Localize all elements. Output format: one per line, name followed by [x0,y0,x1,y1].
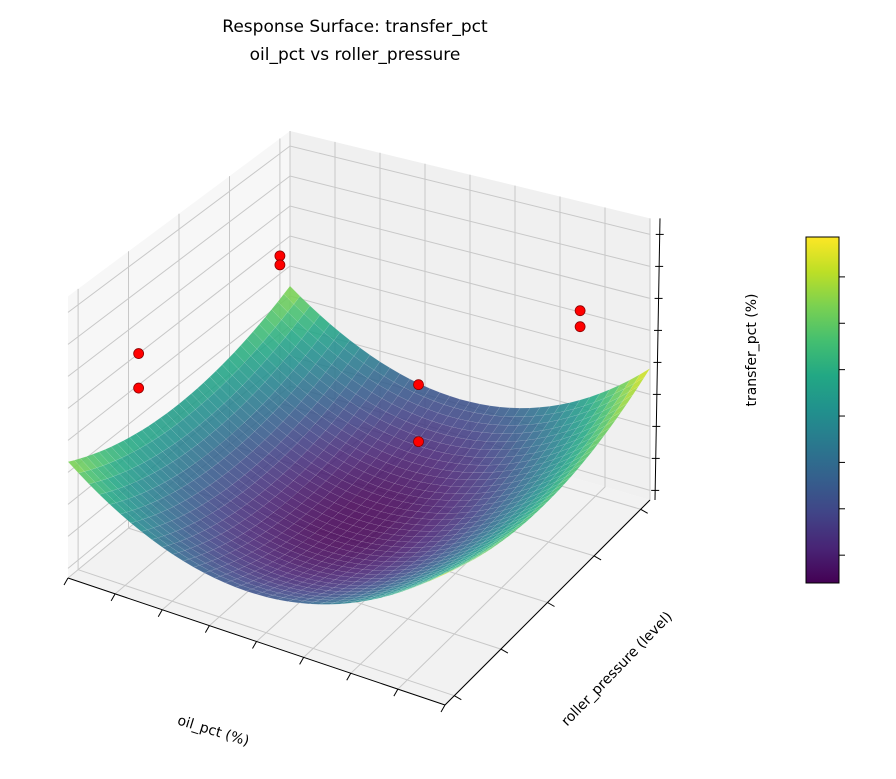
y-tick [500,648,509,654]
gridline [67,175,651,345]
surface-facet [588,435,605,449]
x-tick [440,704,446,713]
gridline [67,145,651,313]
surface-facet [508,522,525,534]
surface-facet [571,457,588,471]
x-axis-label: oil_pct (%) [175,713,251,750]
y-tick [640,508,648,514]
gridline [67,265,651,441]
chart-subtitle: oil_pct vs roller_pressure [250,45,461,65]
colorbar [805,236,840,584]
surface-facet [462,556,480,566]
surface-facet [537,495,554,508]
surface-facet [519,512,537,524]
surface-facet [548,483,565,496]
gridline [67,205,651,377]
surface-facet [474,549,491,559]
y-tick [593,555,602,561]
z-axis-line [654,218,661,501]
gridline [77,288,455,697]
x-tick [393,688,399,697]
surface-facet [480,545,497,555]
gridline [128,251,502,650]
z-axis-label: transfer_pct (%) [744,293,760,406]
data-point [274,259,286,271]
surface-facet [565,464,582,477]
surface-facet [434,570,451,579]
x-tick [204,625,210,633]
surface-facet [542,489,560,502]
x-tick [110,593,116,602]
surface-facet [485,541,503,551]
surface-facet [502,527,520,539]
x-tick [346,673,352,681]
data-point [133,382,145,394]
surface-facet [559,470,577,484]
data-point [413,379,424,391]
surface-facet [491,536,508,547]
data-point [133,348,145,359]
surface-facet [497,532,514,543]
data-point [574,305,586,317]
chart-title: Response Surface: transfer_pct [222,17,488,37]
surface-facet [594,427,611,442]
x-tick [157,609,163,617]
surface-facet [514,517,531,529]
x-tick [63,577,69,586]
y-axis-label: roller_pressure (level) [558,609,675,730]
y-tick [547,602,555,607]
x-tick [252,641,257,649]
surface-facet [531,501,548,514]
gridline [397,207,606,690]
y-tick [454,695,462,701]
surface-facet [577,450,594,464]
data-point [413,436,424,448]
x-tick [299,657,305,665]
data-point [274,250,286,262]
data-point [574,321,586,333]
